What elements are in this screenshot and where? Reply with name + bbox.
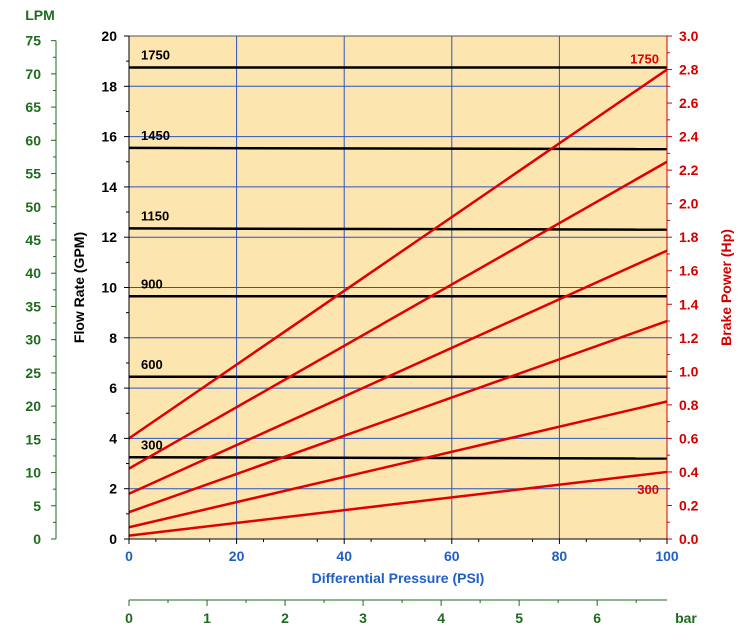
- y2-tick-label: 0.6: [679, 430, 699, 446]
- y2-tick-label: 0.0: [679, 531, 699, 547]
- x-tick-label: 0: [125, 548, 133, 564]
- bar-tick-label: 6: [593, 610, 601, 626]
- flow-line-300: [128, 456, 668, 460]
- bar-tick-label: 1: [203, 610, 211, 626]
- y-tick-label: 12: [101, 229, 117, 245]
- y-tick-label: 20: [101, 28, 117, 44]
- power-line-1150: [128, 249, 668, 495]
- lpm-tick-label: 75: [25, 33, 41, 49]
- y2-tick-label: 0.2: [679, 497, 699, 513]
- y-tick-label: 0: [109, 531, 117, 547]
- y2-tick-label: 1.2: [679, 330, 699, 346]
- power-line-300: [128, 470, 668, 537]
- y-tick-label: 16: [101, 129, 117, 145]
- x-tick-label: 60: [444, 548, 460, 564]
- y-tick-label: 2: [109, 481, 117, 497]
- power-line-900: [128, 319, 668, 514]
- lpm-tick-label: 45: [25, 232, 41, 248]
- bar-tick-label: 4: [437, 610, 445, 626]
- y2-tick-label: 1.4: [679, 296, 699, 312]
- flow-label-1150: 1150: [141, 208, 169, 223]
- y2-tick-label: 1.8: [679, 229, 699, 245]
- lpm-tick-label: 5: [33, 498, 41, 514]
- y2-tick-label: 2.8: [679, 62, 699, 78]
- flow-label-600: 600: [141, 357, 163, 372]
- power-line-600: [128, 400, 668, 529]
- flow-label-1750: 1750: [141, 47, 170, 62]
- bar-tick-label: 3: [359, 610, 367, 626]
- flow-line-1150: [128, 227, 668, 231]
- y2-tick-label: 1.0: [679, 363, 699, 379]
- y-axis-title: Flow Rate (GPM): [71, 232, 87, 343]
- lpm-tick-label: 20: [25, 398, 41, 414]
- y2-tick-label: 2.2: [679, 162, 699, 178]
- y-tick-label: 18: [101, 78, 117, 94]
- x-tick-label: 20: [229, 548, 245, 564]
- y-tick-label: 14: [101, 179, 117, 195]
- power-label-1750: 1750: [630, 52, 659, 67]
- bar-tick-label: 2: [281, 610, 289, 626]
- lpm-tick-label: 15: [25, 431, 41, 447]
- y2-axis-title: Brake Power (Hp): [718, 229, 734, 346]
- lpm-tick-label: 70: [25, 66, 41, 82]
- y-tick-label: 6: [109, 380, 117, 396]
- y-tick-label: 8: [109, 330, 117, 346]
- x-axis-title: Differential Pressure (PSI): [312, 570, 485, 586]
- x-tick-label: 80: [552, 548, 568, 564]
- lpm-tick-label: 65: [25, 99, 41, 115]
- lpm-tick-label: 10: [25, 465, 41, 481]
- axes: [51, 35, 672, 606]
- y2-tick-label: 3.0: [679, 28, 699, 44]
- lpm-tick-label: 40: [25, 265, 41, 281]
- labels: 024681012141618200.00.20.40.60.81.01.21.…: [25, 28, 698, 626]
- bar-tick-label: 5: [515, 610, 523, 626]
- flow-label-900: 900: [141, 276, 163, 291]
- y2-tick-label: 1.6: [679, 263, 699, 279]
- power-line-1750: [128, 68, 668, 440]
- power-line-1450: [128, 160, 668, 470]
- power-label-300: 300: [637, 482, 659, 497]
- flow-line-1450: [128, 146, 668, 151]
- power-lines: [128, 68, 668, 537]
- y2-tick-label: 2.6: [679, 95, 699, 111]
- y2-tick-label: 2.4: [679, 129, 699, 145]
- x-tick-label: 40: [336, 548, 352, 564]
- lpm-tick-label: 50: [25, 199, 41, 215]
- lpm-axis-title: LPM: [25, 7, 55, 23]
- y2-tick-label: 2.0: [679, 196, 699, 212]
- y2-tick-label: 0.4: [679, 464, 699, 480]
- bar-tick-label: 0: [125, 610, 133, 626]
- y2-tick-label: 0.8: [679, 397, 699, 413]
- y-tick-label: 4: [109, 430, 117, 446]
- bar-axis-title: bar: [675, 610, 697, 626]
- y-tick-label: 10: [101, 280, 117, 296]
- lpm-tick-label: 0: [33, 531, 41, 547]
- flow-label-300: 300: [141, 437, 163, 452]
- flow-label-1450: 1450: [141, 128, 170, 143]
- lpm-tick-label: 25: [25, 365, 41, 381]
- lpm-tick-label: 35: [25, 298, 41, 314]
- lpm-tick-label: 55: [25, 166, 41, 182]
- lpm-tick-label: 30: [25, 332, 41, 348]
- lpm-tick-label: 60: [25, 132, 41, 148]
- x-tick-label: 100: [655, 548, 679, 564]
